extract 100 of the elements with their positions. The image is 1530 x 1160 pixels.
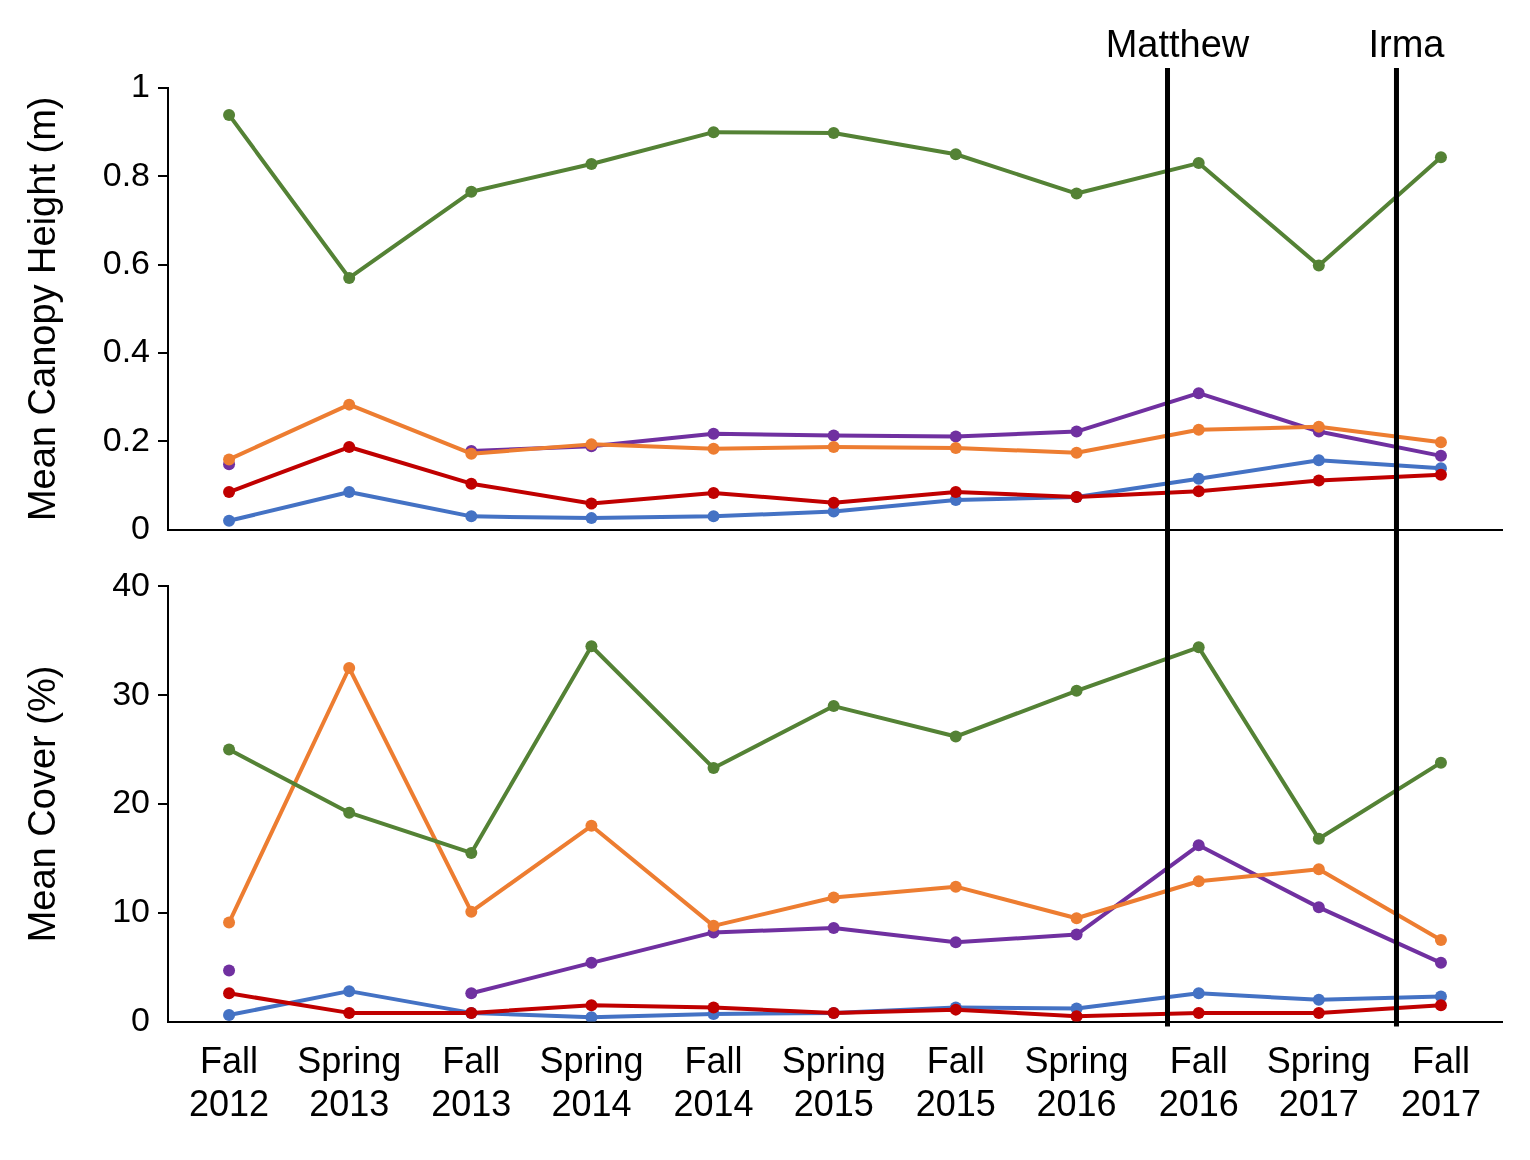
x-tick-label: Spring 2013 — [297, 1040, 402, 1125]
point — [343, 486, 356, 499]
point — [1192, 641, 1205, 654]
point — [949, 148, 962, 161]
point — [585, 999, 598, 1012]
point — [707, 126, 720, 139]
x-tick-label: Fall 2014 — [673, 1040, 754, 1125]
y-tick-label: 20 — [112, 782, 150, 821]
point — [223, 486, 236, 499]
point — [1192, 387, 1205, 400]
y-tick-label: 0 — [131, 507, 150, 546]
x-tick-label: Fall 2012 — [189, 1040, 270, 1125]
point — [707, 510, 720, 523]
point — [343, 441, 356, 454]
point — [465, 846, 478, 859]
point — [223, 987, 236, 1000]
point — [465, 510, 478, 523]
point — [1312, 993, 1325, 1006]
point — [465, 987, 478, 1000]
point — [585, 157, 598, 170]
point — [585, 819, 598, 832]
x-tick-label: Spring 2016 — [1024, 1040, 1129, 1125]
point — [223, 916, 236, 929]
point — [343, 1006, 356, 1019]
point — [223, 453, 236, 466]
point — [343, 662, 356, 674]
point — [1434, 999, 1447, 1012]
point — [1434, 436, 1447, 449]
point — [827, 891, 840, 904]
point — [585, 497, 598, 510]
point — [1312, 1006, 1325, 1019]
point — [707, 919, 720, 932]
point — [1434, 934, 1447, 946]
point — [1192, 157, 1205, 170]
point — [1312, 420, 1325, 433]
point — [827, 496, 840, 509]
point — [1192, 875, 1205, 888]
point — [343, 806, 356, 819]
point — [1070, 684, 1083, 697]
y-tick-label: 0.2 — [102, 419, 150, 458]
point — [1070, 1010, 1083, 1022]
y-axis-title: Mean Canopy Height (m) — [21, 96, 64, 522]
point — [949, 880, 962, 893]
point — [585, 640, 598, 653]
point — [1312, 259, 1325, 272]
x-tick-label: Fall 2013 — [431, 1040, 512, 1125]
y-tick-label: 0 — [131, 999, 150, 1038]
point — [1434, 956, 1447, 969]
ref-line-label: Matthew — [1105, 23, 1250, 66]
point — [827, 441, 840, 454]
point — [707, 486, 720, 499]
point — [707, 762, 720, 775]
point — [1070, 446, 1083, 459]
point — [827, 922, 840, 935]
point — [827, 700, 840, 713]
point — [1192, 472, 1205, 485]
y-tick-label: 0.8 — [102, 154, 150, 193]
point — [223, 1009, 236, 1022]
point — [707, 427, 720, 440]
point — [1070, 912, 1083, 925]
point — [223, 514, 236, 527]
point — [223, 964, 236, 977]
point — [223, 108, 236, 121]
y-tick-label: 40 — [112, 564, 150, 603]
point — [1070, 187, 1083, 200]
point — [343, 985, 356, 998]
point — [1192, 423, 1205, 436]
point — [707, 442, 720, 455]
point — [1192, 1006, 1205, 1019]
y-tick-label: 0.6 — [102, 243, 150, 282]
point — [585, 512, 598, 525]
y-tick-label: 1 — [131, 66, 150, 105]
point — [1192, 987, 1205, 1000]
point — [707, 1001, 720, 1014]
point — [949, 936, 962, 949]
y-tick-label: 10 — [112, 891, 150, 930]
ref-line-label: Irma — [1368, 23, 1446, 66]
point — [1312, 901, 1325, 914]
point — [827, 429, 840, 442]
x-tick-label: Spring 2014 — [539, 1040, 644, 1125]
point — [1434, 756, 1447, 769]
point — [1312, 474, 1325, 487]
point — [1312, 832, 1325, 845]
point — [1192, 485, 1205, 498]
point — [949, 730, 962, 743]
point — [1070, 425, 1083, 438]
x-tick-label: Spring 2015 — [781, 1040, 886, 1125]
point — [949, 486, 962, 499]
y-axis-title: Mean Cover (%) — [21, 665, 64, 943]
point — [1434, 468, 1447, 481]
point — [465, 185, 478, 198]
point — [1070, 928, 1083, 941]
point — [343, 398, 356, 411]
y-tick-label: 0.4 — [102, 331, 150, 370]
point — [343, 271, 356, 284]
point — [949, 441, 962, 454]
x-tick-label: Fall 2016 — [1158, 1040, 1239, 1125]
x-tick-label: Fall 2015 — [915, 1040, 996, 1125]
point — [223, 743, 236, 756]
x-tick-label: Spring 2017 — [1266, 1040, 1371, 1125]
